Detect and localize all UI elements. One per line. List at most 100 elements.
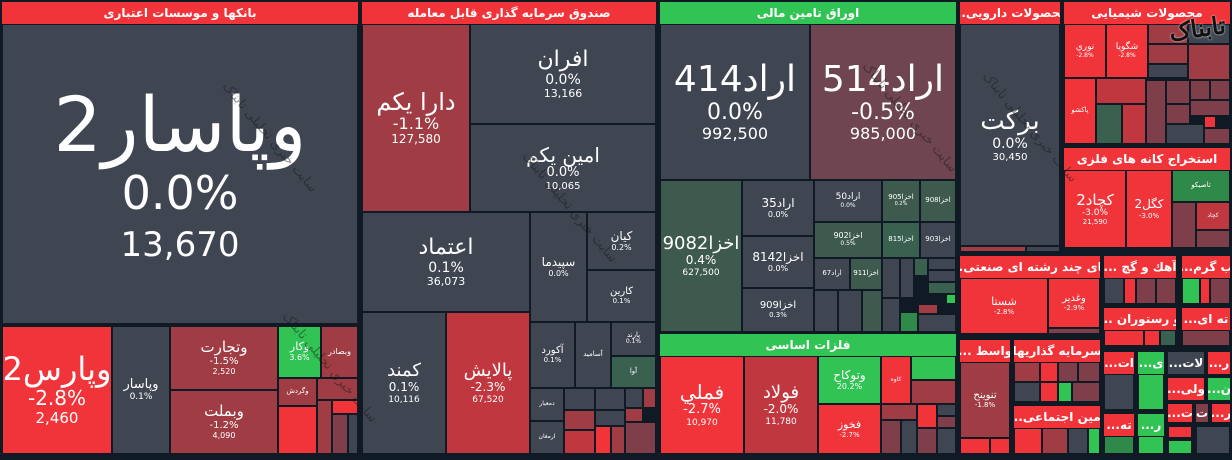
tile-small[interactable] <box>1188 24 1230 44</box>
sector-header-multi[interactable]: ...های چند رشته ای صنعتی <box>960 256 1100 278</box>
sector-header-etf[interactable]: صندوق سرمایه گذاری قابل معامله <box>362 2 656 24</box>
tile-small[interactable] <box>1040 382 1058 402</box>
tile-small[interactable] <box>1042 428 1068 454</box>
tile-ava[interactable]: آوا <box>611 356 656 388</box>
tile-asamid[interactable]: آسامید <box>575 322 611 388</box>
sector-header-restaurant[interactable]: ... و رستوران <box>1104 308 1176 330</box>
tile-arad67[interactable]: اراد67 <box>814 258 850 290</box>
tile-small[interactable] <box>1210 80 1230 100</box>
sector-header-small-6[interactable]: ...ن <box>1208 378 1230 400</box>
tile-small[interactable] <box>1104 436 1134 454</box>
tile-small[interactable] <box>1040 362 1058 382</box>
tile-small[interactable] <box>317 378 358 400</box>
tile-small[interactable] <box>1156 278 1176 304</box>
tile-small[interactable] <box>643 388 656 408</box>
tile-foolad[interactable]: فولاد -2.0% 11,780 <box>744 356 818 454</box>
tile-kechad2[interactable]: کچاد2 -3.0% 21,590 <box>1064 170 1126 248</box>
tile-sepidma[interactable]: سپیدما 0.0% <box>530 212 587 322</box>
sector-header-small-11[interactable]: ...ر <box>1138 414 1164 436</box>
tile-small[interactable] <box>1144 330 1160 346</box>
tile-small[interactable] <box>990 438 1010 454</box>
tile-small[interactable] <box>278 406 317 454</box>
tile-small[interactable] <box>1026 246 1060 252</box>
tile-small[interactable] <box>814 290 838 332</box>
tile-tasiko[interactable]: تاصیکو <box>1172 170 1230 202</box>
tile-small[interactable] <box>1172 202 1196 248</box>
tile-vtejarat[interactable]: وتجارت -1.5% 2,520 <box>170 326 278 390</box>
tile-akhza908[interactable]: اخزا908 <box>920 180 956 222</box>
tile-tanvinah[interactable]: تنوینح -1.8% <box>960 362 1010 438</box>
tile-small[interactable] <box>946 294 956 304</box>
tile-small[interactable] <box>1058 362 1078 382</box>
tile-small[interactable] <box>914 258 928 276</box>
tile-small[interactable] <box>1196 230 1230 248</box>
sector-header-metals[interactable]: فلزات اساسی <box>660 334 956 356</box>
tile-akord[interactable]: آکورد 0.1% <box>530 322 575 388</box>
tile-akhza9082[interactable]: اخزا9082 0.4% 627,500 <box>660 180 742 332</box>
sector-header-mining[interactable]: استخراج کانه های فلزی <box>1064 148 1230 170</box>
tile-akhza903[interactable]: اخزا903 <box>920 222 956 258</box>
tile-small[interactable] <box>1014 362 1040 382</box>
tile-small[interactable] <box>1166 104 1190 124</box>
tile-dara-yekom[interactable]: دارا یکم -1.1% 127,580 <box>362 24 470 212</box>
tile-small[interactable] <box>1104 330 1144 346</box>
tile-small[interactable] <box>625 388 643 408</box>
sector-header-pharma[interactable]: ...محصولات دارویی <box>960 2 1060 24</box>
tile-small[interactable] <box>960 246 1026 252</box>
tile-etemad[interactable]: اعتماد 0.1% 36,073 <box>362 212 530 312</box>
tile-small[interactable] <box>937 404 956 416</box>
tile-akhza902[interactable]: اخزا902 0.5% <box>814 222 882 258</box>
tile-small[interactable] <box>917 428 937 454</box>
tile-small[interactable] <box>1096 104 1122 144</box>
tile-akhza8142[interactable]: اخزا8142 0.0% <box>742 236 814 288</box>
sector-header-small-9[interactable]: ...ر <box>1212 404 1230 422</box>
tile-small[interactable] <box>564 430 595 454</box>
tile-small[interactable] <box>862 290 882 332</box>
tile-vbsader[interactable]: وبصادر <box>321 326 358 378</box>
tile-kaveh[interactable]: کاوه <box>881 356 911 404</box>
tile-small[interactable] <box>838 290 862 332</box>
tile-small[interactable] <box>1188 44 1230 80</box>
tile-small[interactable] <box>1072 382 1100 402</box>
tile-small[interactable] <box>1200 278 1210 304</box>
tile-small[interactable] <box>1182 330 1230 346</box>
tile-kechad[interactable]: کچاد <box>1196 202 1230 230</box>
tile-small[interactable] <box>1014 428 1042 454</box>
tile-pakshoo[interactable]: پاکشو <box>1064 78 1096 144</box>
tile-small[interactable] <box>901 420 917 454</box>
tile-small[interactable] <box>1204 116 1216 128</box>
tile-small[interactable] <box>1166 80 1190 104</box>
tile-barekat[interactable]: برکت 0.0% 30,450 <box>960 24 1060 246</box>
tile-small[interactable] <box>1136 278 1156 304</box>
tile-arad514[interactable]: اراد514 -0.5% 985,000 <box>810 24 956 180</box>
tile-small[interactable] <box>1182 278 1200 304</box>
sector-header-small-8[interactable]: ت <box>1196 404 1208 422</box>
tile-small[interactable] <box>625 408 643 422</box>
tile-akhza905[interactable]: اخزا905 0.2% <box>882 180 920 222</box>
sector-header-small-10[interactable]: ...ته <box>1104 414 1134 436</box>
tile-karin[interactable]: کارین 0.1% <box>587 270 656 322</box>
tile-palayesh[interactable]: پالایش -2.3% 67,520 <box>446 312 530 454</box>
tile-small[interactable] <box>1204 128 1230 144</box>
tile-small[interactable] <box>881 404 917 420</box>
tile-small[interactable] <box>332 414 348 454</box>
tile-vpars2[interactable]: وپارس2 -2.8% 2,460 <box>2 326 112 454</box>
sector-header-chemical[interactable]: محصولات شیمیایی <box>1064 2 1230 24</box>
sector-header-small-2[interactable]: ...ی <box>1138 352 1164 374</box>
tile-akhza911[interactable]: اخزا911 <box>850 258 882 290</box>
sector-header-brokers[interactable]: ... واسط <box>960 340 1010 362</box>
sector-header-bonds[interactable]: اوراق تامین مالی <box>660 2 956 24</box>
sector-header-small-1[interactable]: ...ات <box>1104 352 1134 374</box>
tile-akhza815[interactable]: اخزا815 <box>882 222 920 258</box>
tile-small[interactable] <box>1148 44 1188 64</box>
tile-shasta[interactable]: شستا -2.8% <box>960 278 1048 334</box>
tile-small[interactable] <box>1078 362 1100 382</box>
tile-fameli[interactable]: فملي -2.7% 10,970 <box>660 356 744 454</box>
tile-small[interactable] <box>348 414 358 454</box>
tile-small[interactable] <box>1190 100 1230 116</box>
tile-small[interactable] <box>1104 278 1124 304</box>
tile-small[interactable] <box>1088 428 1100 454</box>
sector-header-small-7[interactable]: ...ت <box>1168 404 1192 422</box>
tile-noori[interactable]: نوري -2.8% <box>1064 24 1106 78</box>
tile-small[interactable] <box>611 426 625 454</box>
